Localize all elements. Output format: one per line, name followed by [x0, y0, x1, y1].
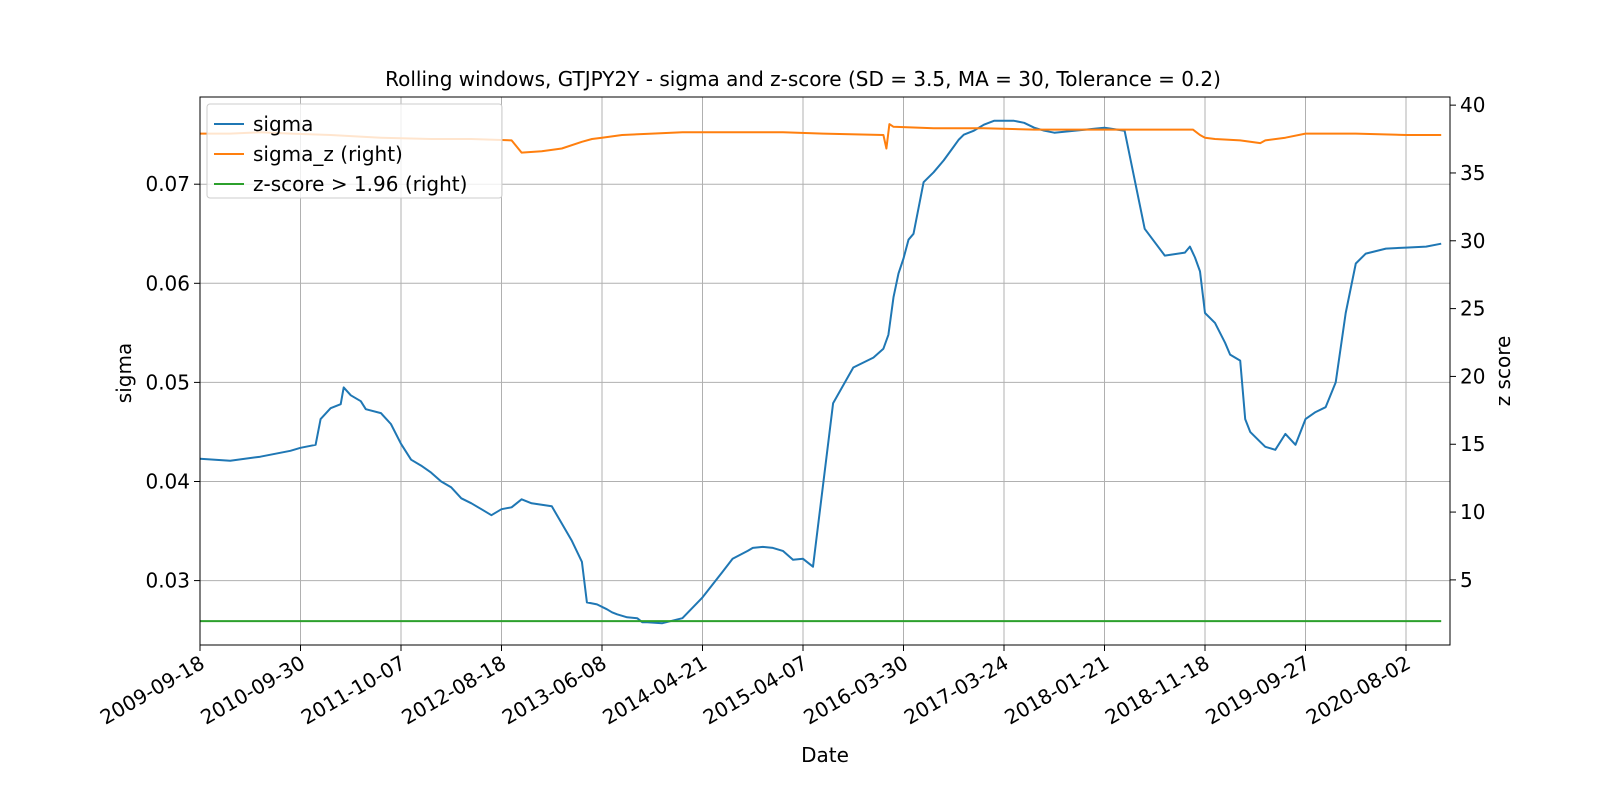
right-axis: 5 10 15 20 25 30 35 40: [1450, 93, 1485, 592]
y-tick-label: 0.04: [145, 469, 190, 493]
y2-tick-label: 35: [1460, 161, 1485, 185]
plot-frame: [199, 96, 1451, 646]
y-axis-label: sigma: [112, 343, 136, 403]
left-axis: 0.03 0.04 0.05 0.06 0.07: [145, 172, 200, 593]
y-tick-label: 0.07: [145, 172, 190, 196]
y2-tick-label: 10: [1460, 500, 1485, 524]
sigma-line: [199, 119, 1442, 625]
y-tick-label: 0.05: [145, 370, 190, 394]
y-tick-label: 0.06: [145, 271, 190, 295]
legend-box: [206, 103, 503, 199]
y2-tick-label: 20: [1460, 364, 1485, 388]
legend-entry-zscore-label: z-score > 1.96 (right): [253, 172, 467, 196]
y2-tick-label: 25: [1460, 297, 1485, 321]
legend-entry-sigma-label: sigma: [253, 112, 313, 136]
y2-tick-label: 30: [1460, 229, 1485, 253]
x-axis-label: Date: [801, 743, 849, 767]
y2-tick-label: 5: [1460, 568, 1473, 592]
y2-tick-label: 15: [1460, 432, 1485, 456]
y2-axis-label: z score: [1491, 336, 1515, 407]
legend-entry-sigma-z-label: sigma_z (right): [253, 142, 403, 166]
y-tick-label: 0.03: [145, 569, 190, 593]
y2-tick-label: 40: [1460, 93, 1485, 117]
chart-title: Rolling windows, GTJPY2Y - sigma and z-s…: [385, 67, 1221, 91]
legend: sigma sigma_z (right) z-score > 1.96 (righ…: [206, 103, 503, 199]
